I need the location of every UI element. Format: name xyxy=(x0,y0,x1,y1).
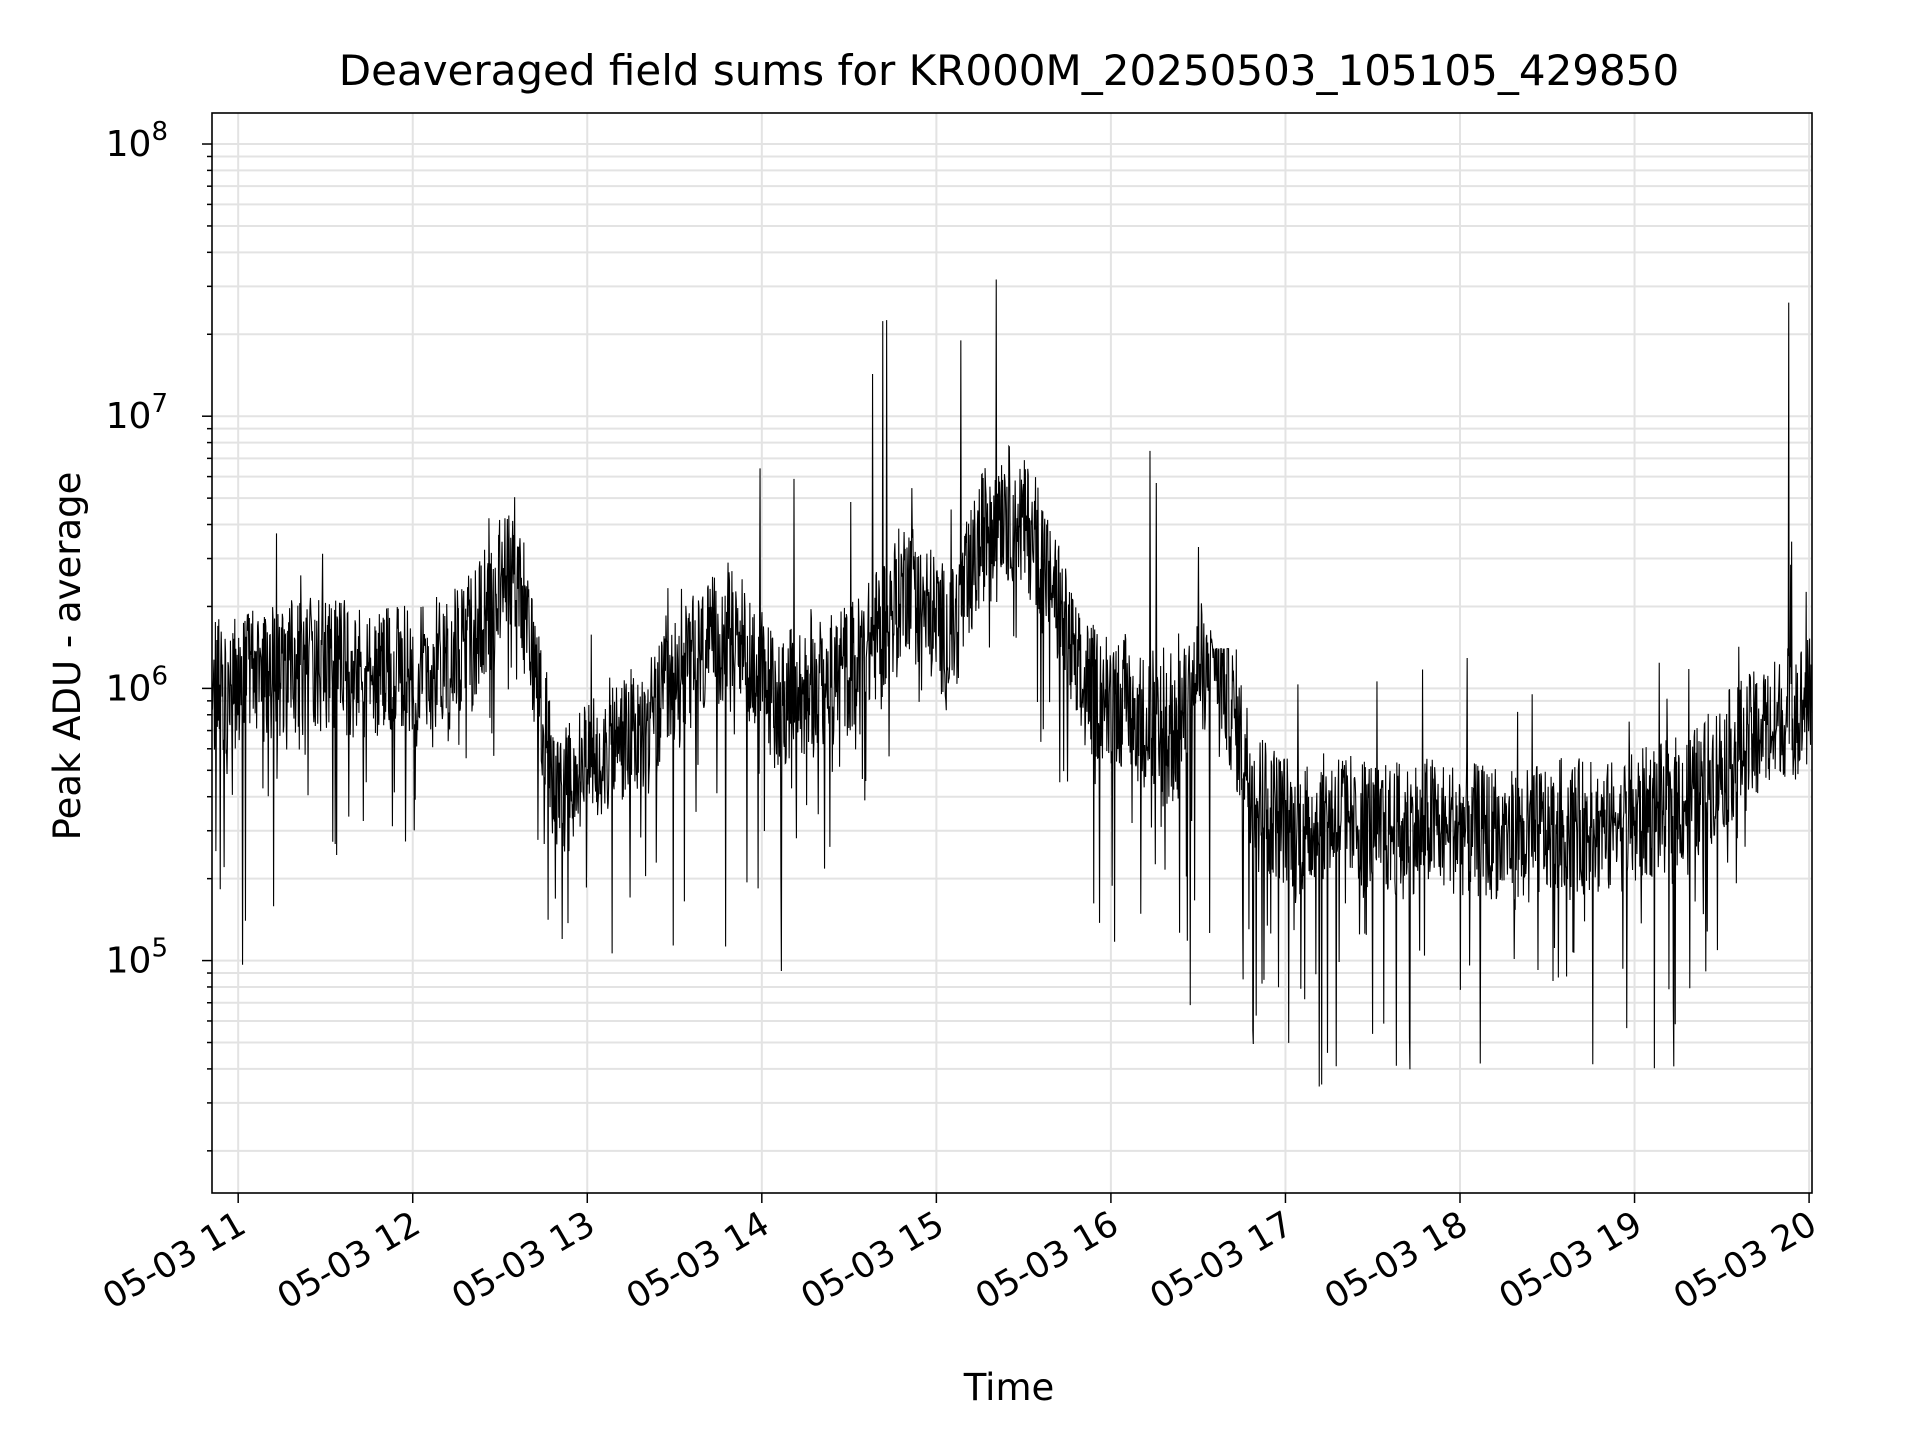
y-axis-label: Peak ADU - average xyxy=(46,472,89,841)
chart-title: Deaveraged field sums for KR000M_2025050… xyxy=(339,46,1679,95)
x-axis-label: Time xyxy=(963,1366,1055,1409)
